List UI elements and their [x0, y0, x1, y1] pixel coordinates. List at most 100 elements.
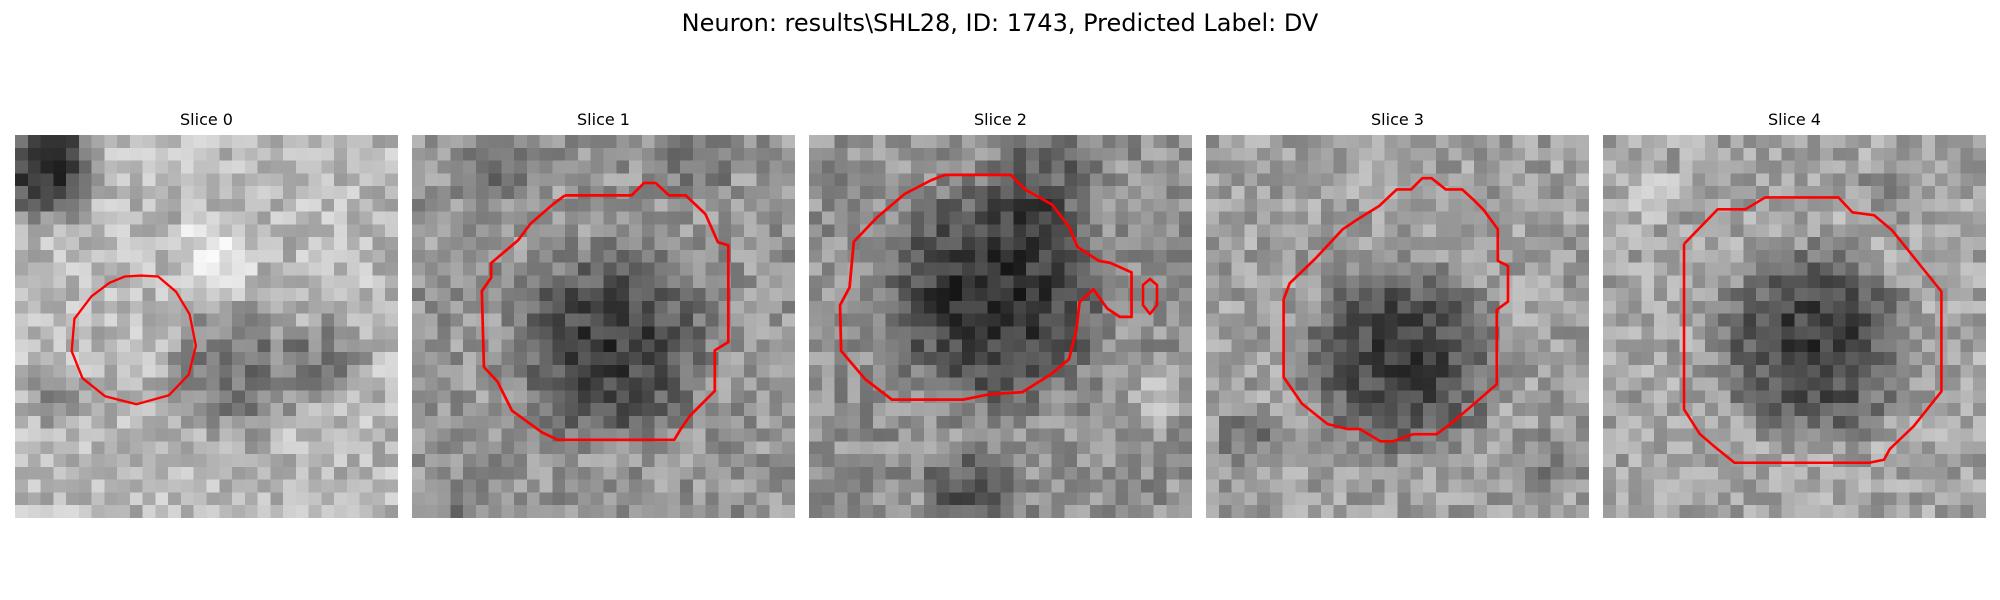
pixel: [1512, 198, 1526, 213]
pixel: [1960, 505, 1974, 518]
pixel: [1371, 364, 1386, 379]
pixel: [1013, 160, 1027, 174]
pixel: [1013, 377, 1027, 391]
pixel: [1000, 466, 1014, 481]
pixel: [756, 466, 771, 481]
pixel: [1550, 492, 1565, 506]
pixel: [654, 364, 668, 379]
pixel: [437, 300, 451, 315]
pixel: [809, 390, 823, 404]
pixel: [565, 479, 579, 494]
pixel: [577, 173, 592, 187]
pixel: [270, 479, 284, 494]
pixel: [168, 454, 182, 468]
pixel: [219, 339, 233, 353]
pixel: [641, 160, 656, 174]
pixel: [1308, 505, 1322, 518]
pixel: [66, 403, 80, 417]
pixel: [539, 466, 554, 481]
pixel: [654, 211, 668, 225]
pixel: [847, 377, 861, 391]
pixel: [1705, 364, 1719, 379]
pixel: [244, 428, 259, 442]
pixel: [1128, 326, 1142, 340]
pixel: [40, 135, 54, 149]
pixel: [1026, 326, 1040, 340]
pixel: [1730, 479, 1745, 494]
pixel: [1756, 186, 1770, 200]
pixel: [372, 326, 386, 340]
pixel: [692, 186, 707, 200]
pixel: [1858, 249, 1872, 264]
pixel: [180, 147, 195, 162]
pixel: [1563, 160, 1577, 174]
pixel: [1909, 377, 1923, 391]
pixel: [629, 492, 643, 506]
pixel: [15, 262, 29, 277]
pixel: [1166, 492, 1180, 506]
pixel: [1166, 224, 1180, 238]
pixel: [437, 313, 451, 328]
pixel: [1346, 441, 1360, 455]
pixel: [1756, 288, 1770, 302]
pixel: [1512, 339, 1526, 353]
pixel: [117, 339, 131, 353]
pixel: [1512, 237, 1526, 251]
pixel: [1384, 275, 1399, 289]
pixel: [1435, 492, 1450, 506]
pixel: [1206, 173, 1220, 187]
pixel: [1244, 300, 1258, 315]
pixel: [1960, 300, 1974, 315]
pixel: [885, 237, 899, 251]
pixel: [1807, 160, 1821, 174]
pixel: [1333, 454, 1348, 468]
pixel: [872, 454, 887, 468]
pixel: [731, 211, 745, 225]
pixel-grid-0: [15, 135, 398, 518]
pixel: [898, 224, 912, 238]
pixel: [1166, 262, 1180, 277]
pixel: [463, 173, 477, 187]
pixel: [1537, 160, 1552, 174]
slice-image-2: [809, 135, 1192, 518]
pixel: [821, 198, 836, 213]
pixel: [1654, 300, 1668, 315]
pixel: [1666, 147, 1681, 162]
pixel: [1666, 288, 1681, 302]
pixel: [603, 147, 617, 162]
pixel: [616, 288, 630, 302]
pixel: [155, 352, 169, 366]
pixel: [359, 186, 374, 200]
pixel: [372, 198, 386, 213]
pixel: [372, 415, 386, 430]
pixel: [629, 173, 643, 187]
pixel: [782, 186, 795, 200]
pixel: [1308, 262, 1322, 277]
pixel: [1371, 377, 1386, 391]
pixel: [962, 135, 976, 149]
pixel: [756, 300, 771, 315]
pixel: [257, 173, 271, 187]
pixel: [1499, 441, 1513, 455]
pixel: [1705, 275, 1719, 289]
pixel: [974, 237, 989, 251]
pixel: [1231, 505, 1245, 518]
pixel: [66, 211, 80, 225]
pixel: [1410, 262, 1424, 277]
pixel: [756, 147, 771, 162]
pixel: [1051, 147, 1065, 162]
pixel: [1947, 339, 1962, 353]
pixel: [1743, 505, 1757, 518]
pixel: [680, 224, 694, 238]
pixel: [860, 377, 874, 391]
pixel: [359, 211, 374, 225]
pixel: [1947, 390, 1962, 404]
pixel: [1089, 198, 1104, 213]
pixel: [603, 403, 617, 417]
pixel: [526, 441, 541, 455]
pixel: [1512, 492, 1526, 506]
pixel: [91, 135, 105, 149]
pixel: [1820, 160, 1834, 174]
pixel: [731, 339, 745, 353]
pixel: [1346, 198, 1360, 213]
